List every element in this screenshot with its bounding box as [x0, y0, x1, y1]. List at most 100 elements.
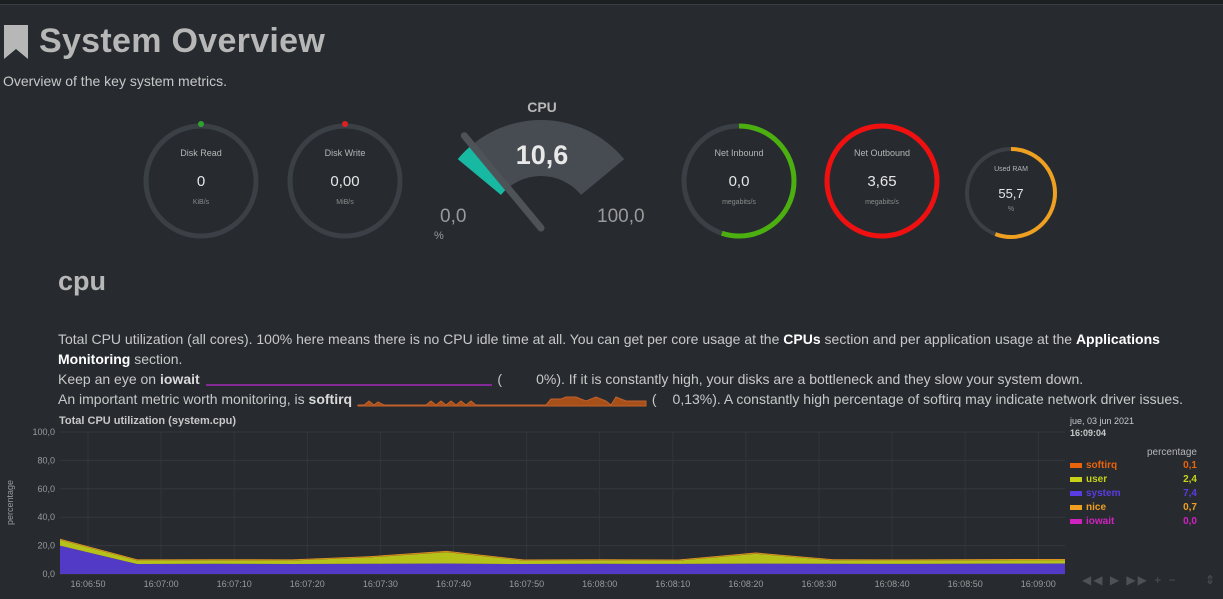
disk-read-ring [143, 121, 259, 239]
cpus-link[interactable]: CPUs [783, 331, 821, 347]
disk-write-gauge[interactable]: Disk Write 0,00 MiB/s [285, 121, 405, 241]
top-bar [0, 0, 1223, 5]
chart-legend: jue, 03 jun 2021 16:09:04 percentage sof… [1070, 416, 1210, 528]
cpu-gauge[interactable]: CPU 10,6 0,0 100,0 % [430, 96, 660, 246]
legend-value: 0,1 [1183, 459, 1197, 471]
desc-text: Total CPU utilization (all cores). 100% … [58, 331, 784, 347]
cpu-gauge-dial [457, 120, 625, 232]
x-tick-label: 16:07:50 [509, 579, 544, 589]
legend-date: jue, 03 jun 2021 [1070, 416, 1135, 426]
cpu-gauge-min: 0,0 [440, 206, 467, 227]
legend-swatch [1070, 462, 1082, 468]
disk-write-unit: MiB/s [336, 199, 354, 206]
net-inbound-unit: megabits/s [722, 199, 756, 206]
desc-text: section. [130, 351, 183, 367]
x-tick-label: 16:09:00 [1021, 579, 1056, 589]
legend-item-system[interactable]: system 7,4 [1070, 486, 1210, 500]
softirq-line: An important metric worth monitoring, is… [58, 389, 1208, 409]
softirq-label: softirq [308, 391, 353, 407]
legend-value: 7,4 [1183, 487, 1197, 499]
desc-text: ). A constantly high percentage of softi… [712, 391, 1184, 407]
applications-link[interactable]: Applications [1075, 331, 1160, 347]
legend-item-nice[interactable]: nice 0,7 [1070, 500, 1210, 514]
rewind-button[interactable]: ◀◀ [1082, 573, 1105, 587]
forward-button[interactable]: ▶▶ [1126, 573, 1149, 587]
chart-grid [60, 431, 1065, 575]
series-area-iowait [60, 538, 1065, 560]
chart-ticks: 100,0 80,0 60,0 40,0 20,0 0,0 16:06:50 16:07:00… [32, 427, 1055, 589]
used-ram-gauge[interactable]: Used RAM 55,7 % [964, 146, 1058, 240]
disk-read-unit: KiB/s [192, 199, 210, 206]
legend-rows: softirq 0,1 user 2,4 system 7,4 nice 0,7 iowait 0… [1070, 458, 1210, 528]
zoom-out-button[interactable]: − [1168, 573, 1178, 587]
legend-name: iowait [1086, 515, 1115, 527]
section-description-line2: Monitoring section. [58, 349, 1208, 369]
resize-handle[interactable]: ⇕ [1204, 573, 1217, 587]
desc-text: Keep an eye on [58, 371, 160, 387]
page-subtitle: Overview of the key system metrics. [3, 73, 228, 89]
legend-column-header: percentage [1146, 447, 1197, 458]
series-area-user [60, 539, 1065, 565]
legend-name: user [1086, 473, 1108, 485]
disk-read-label: Disk Read [180, 148, 222, 158]
x-tick-label: 16:08:50 [948, 579, 983, 589]
x-tick-label: 16:07:40 [436, 579, 471, 589]
cpu-gauge-unit: % [434, 230, 444, 242]
used-ram-value: 55,7 [998, 186, 1024, 201]
legend-name: softirq [1086, 459, 1118, 471]
legend-swatch [1070, 518, 1082, 524]
legend-swatch [1070, 504, 1082, 510]
x-tick-label: 16:06:50 [70, 579, 105, 589]
desc-text: ). If it is constantly high, your disks … [556, 371, 1084, 387]
zoom-in-button[interactable]: + [1154, 573, 1164, 587]
x-tick-label: 16:08:10 [655, 579, 690, 589]
y-tick-label: 100,0 [32, 427, 55, 437]
legend-item-softirq[interactable]: softirq 0,1 [1070, 458, 1210, 472]
disk-read-value: 0 [196, 173, 206, 190]
net-outbound-unit: megabits/s [865, 199, 899, 206]
legend-swatch [1070, 476, 1082, 482]
section-title: cpu [58, 266, 107, 296]
monitoring-link[interactable]: Monitoring [58, 351, 131, 367]
net-outbound-gauge[interactable]: Net Outbound 3,65 megabits/s [822, 121, 942, 241]
play-button[interactable]: ▶ [1109, 573, 1122, 587]
cpu-gauge-title: CPU [527, 99, 557, 115]
x-tick-label: 16:08:40 [875, 579, 910, 589]
series-area-system [60, 545, 1065, 574]
used-ram-unit: % [1007, 206, 1015, 213]
used-ram-label: Used RAM [994, 166, 1028, 173]
net-outbound-ring [824, 123, 940, 239]
desc-text: An important metric worth monitoring, is [58, 391, 309, 407]
x-tick-label: 16:08:30 [801, 579, 836, 589]
softirq-sparkline [357, 396, 647, 407]
page-header: System Overview [3, 22, 325, 61]
section-description-line1: Total CPU utilization (all cores). 100% … [58, 329, 1208, 349]
net-inbound-gauge[interactable]: Net Inbound 0,0 megabits/s [679, 121, 799, 241]
legend-item-iowait[interactable]: iowait 0,0 [1070, 514, 1210, 528]
legend-item-user[interactable]: user 2,4 [1070, 472, 1210, 486]
desc-text: ( [647, 391, 657, 407]
bookmark-icon [4, 24, 28, 59]
disk-write-label: Disk Write [324, 148, 366, 158]
x-tick-label: 16:07:10 [217, 579, 252, 589]
y-tick-label: 20,0 [37, 541, 55, 551]
desc-text: section and per application usage at the [820, 331, 1076, 347]
legend-name: system [1086, 487, 1121, 499]
legend-value: 0,0 [1183, 515, 1197, 527]
disk-read-gauge[interactable]: Disk Read 0 KiB/s [141, 121, 261, 241]
x-tick-label: 16:07:30 [363, 579, 398, 589]
disk-write-ring [287, 121, 403, 239]
cpu-gauge-max: 100,0 [597, 206, 645, 227]
chart-ylabel: percentage [5, 479, 15, 525]
net-inbound-label: Net Inbound [714, 148, 764, 158]
legend-time: 16:09:04 [1070, 428, 1107, 438]
iowait-label: iowait [159, 371, 200, 387]
x-tick-label: 16:07:20 [290, 579, 325, 589]
cpu-gauge-value: 10,6 [515, 140, 569, 170]
net-outbound-label: Net Outbound [853, 148, 911, 158]
legend-name: nice [1086, 501, 1107, 513]
chart-title: Total CPU utilization (system.cpu) [59, 415, 237, 427]
x-tick-label: 16:08:20 [728, 579, 763, 589]
chart-controls: ◀◀ ▶ ▶▶ + − ⇕ [1082, 573, 1217, 587]
